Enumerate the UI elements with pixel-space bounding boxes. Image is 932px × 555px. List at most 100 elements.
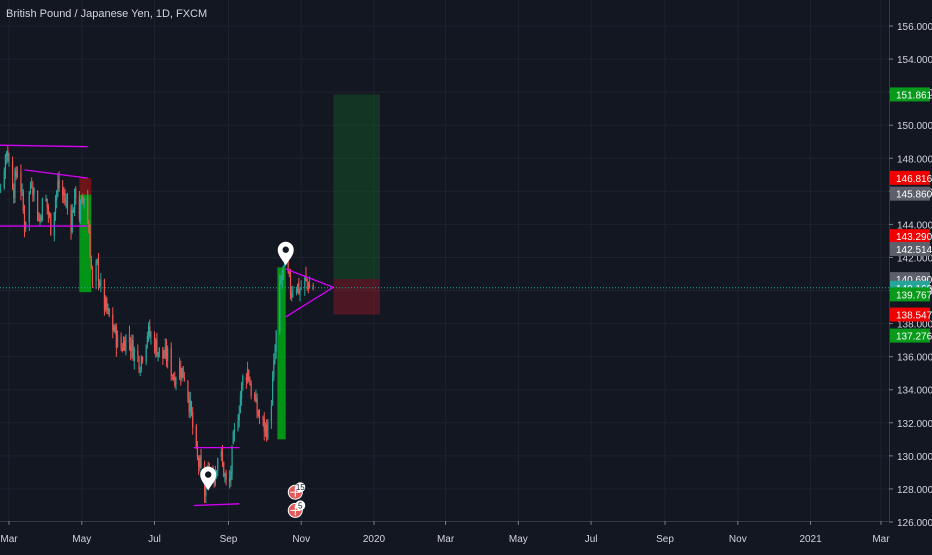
- candle: [299, 289, 300, 302]
- stop-zone-rect: [333, 279, 380, 314]
- candle: [6, 151, 7, 165]
- price-tick-label: 128.000: [897, 485, 932, 496]
- candle-body: [45, 198, 46, 200]
- candle-body: [307, 279, 308, 282]
- candle-body: [173, 378, 174, 380]
- candle: [99, 279, 100, 288]
- candle: [25, 222, 26, 232]
- time-tick-label: Sep: [656, 534, 674, 545]
- candle-body: [199, 458, 200, 469]
- candle-body: [67, 201, 68, 208]
- candle: [115, 324, 116, 335]
- time-tick-label: 2021: [799, 534, 822, 545]
- candle-body: [22, 190, 23, 191]
- candle: [88, 220, 89, 233]
- candle-body: [290, 274, 291, 295]
- time-tick-label: Sep: [220, 534, 238, 545]
- candle: [266, 419, 267, 442]
- candle-body: [255, 397, 256, 402]
- candle-body: [130, 345, 131, 352]
- candle: [156, 333, 157, 357]
- candle: [41, 214, 42, 222]
- candle-body: [99, 282, 100, 286]
- candle-body: [273, 361, 274, 378]
- candle-body: [54, 212, 55, 236]
- price-axis[interactable]: 126.000128.000130.000132.000134.000136.0…: [889, 0, 932, 550]
- candle: [122, 343, 123, 352]
- candle-body: [115, 326, 116, 332]
- time-tick-label: Mar: [872, 534, 890, 545]
- event-count: 15: [296, 483, 305, 492]
- candle: [63, 187, 64, 204]
- candle: [183, 366, 184, 378]
- candle-body: [41, 217, 42, 220]
- candle-body: [291, 293, 292, 297]
- candle: [82, 193, 83, 204]
- candle: [130, 337, 131, 360]
- candle-body: [123, 341, 124, 350]
- candle: [181, 368, 182, 381]
- candle-body: [134, 349, 135, 361]
- price-badge: 143.290: [890, 229, 932, 243]
- green-zone-rect: [277, 267, 285, 439]
- price-badge: 138.547: [890, 308, 932, 322]
- candle: [154, 331, 155, 354]
- candle: [113, 324, 114, 332]
- candle: [132, 335, 133, 361]
- candle: [7, 146, 8, 163]
- candle: [198, 455, 199, 475]
- price-badge-label: 145.860: [896, 190, 932, 201]
- candle: [283, 265, 284, 280]
- candle-body: [47, 199, 48, 208]
- candle: [174, 371, 175, 387]
- candle-body: [266, 425, 267, 439]
- candle: [131, 334, 132, 358]
- candle: [272, 371, 273, 406]
- candle: [167, 345, 168, 368]
- candle-body: [6, 152, 7, 156]
- candle-body: [92, 268, 93, 283]
- target-zone-rect: [333, 94, 380, 279]
- price-badge-label: 146.816: [896, 174, 932, 185]
- price-badge: 146.816: [890, 171, 932, 185]
- candle: [147, 332, 148, 349]
- candle-body: [272, 377, 273, 404]
- candle-body: [105, 298, 106, 309]
- candle-body: [233, 432, 234, 444]
- candle: [248, 369, 249, 382]
- candle-body: [230, 472, 231, 480]
- candle: [90, 224, 91, 258]
- candle: [301, 280, 302, 290]
- candle: [308, 281, 309, 293]
- candle-body: [217, 458, 218, 471]
- price-badge: 145.860: [890, 187, 932, 201]
- candle-body: [129, 334, 130, 342]
- candle-body: [171, 348, 172, 376]
- candle: [30, 181, 31, 194]
- candle-body: [107, 308, 108, 309]
- candle: [292, 286, 293, 298]
- candle-body: [222, 453, 223, 462]
- candle-body: [190, 400, 191, 412]
- candle-body: [259, 416, 260, 417]
- candle: [251, 380, 252, 399]
- candle-body: [156, 340, 157, 357]
- candle: [73, 207, 74, 213]
- candle-body: [66, 201, 67, 202]
- price-badge-label: 151.861: [896, 90, 932, 101]
- candle-body: [142, 358, 143, 361]
- candle-body: [240, 397, 241, 413]
- candle-body: [174, 377, 175, 385]
- candle-body: [116, 326, 117, 347]
- candle: [80, 199, 81, 223]
- candle-body: [279, 281, 280, 331]
- price-tick-label: 154.000: [897, 55, 932, 66]
- candle-body: [122, 348, 123, 350]
- candle-body: [82, 197, 83, 200]
- candle: [159, 347, 160, 357]
- candle: [32, 181, 33, 202]
- candle: [23, 189, 24, 214]
